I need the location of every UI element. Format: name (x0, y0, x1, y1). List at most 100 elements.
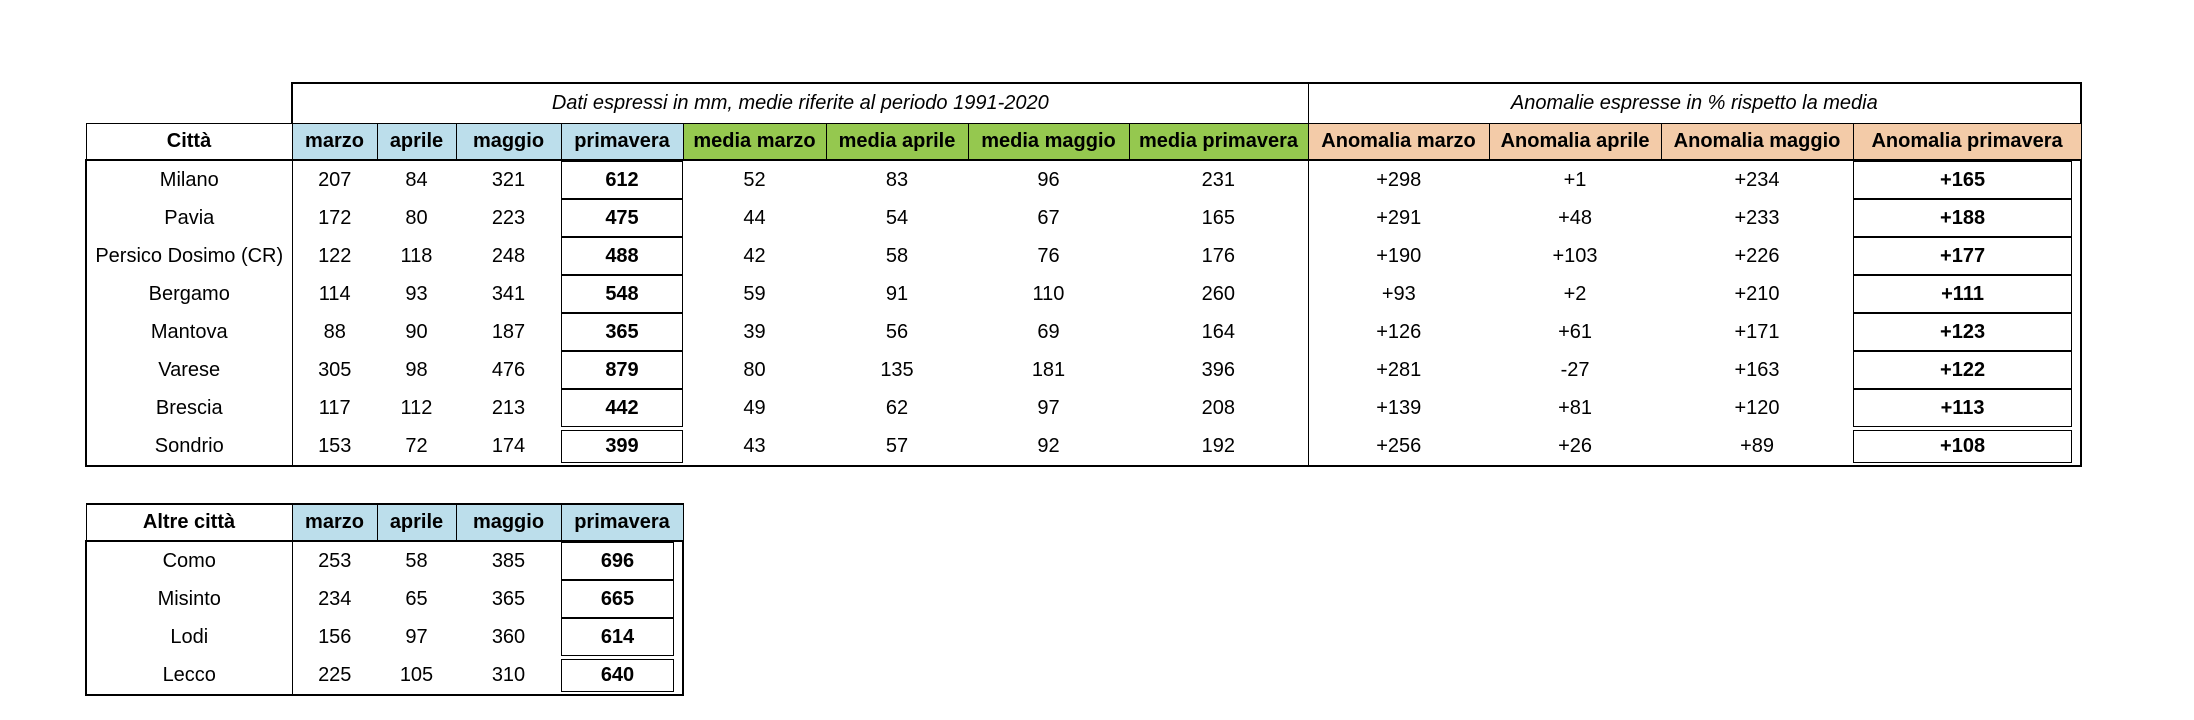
cell-primavera: 640 (561, 656, 684, 696)
cell-media-aprile: 135 (880, 358, 914, 381)
cell-anomalia-primavera: +177 (1853, 237, 2083, 275)
cell-primavera: 442 (561, 389, 683, 427)
cell-media-aprile: 58 (885, 244, 909, 267)
table-row: Como 253 58 385 696 (85, 541, 684, 580)
cell-maggio: 310 (456, 656, 561, 696)
cell-marzo: 253 (318, 549, 352, 572)
cell-maggio: 341 (491, 282, 526, 305)
cell-anomalia-maggio: +89 (1661, 427, 1854, 467)
table-row: Sondrio 153 72 174 399 43 57 92 192 +256 +26 +89 +10… (85, 427, 2083, 467)
cell-anomalia-marzo: +298 (1376, 168, 1422, 191)
cell-anomalia-maggio: +226 (1734, 244, 1780, 267)
city-cell: Brescia (85, 389, 293, 427)
header-maggio: maggio (455, 123, 562, 161)
city-cell: Bergamo (85, 275, 293, 313)
table-row: Brescia 117 112 213 442 49 62 97 208 +139 +81 +120 +… (85, 389, 2083, 427)
header-primavera: primavera (560, 123, 684, 161)
cell-maggio: 248 (491, 244, 526, 267)
cell-media-maggio: 110 (1032, 282, 1065, 305)
cell-primavera-value: 442 (561, 389, 683, 427)
cell-aprile: 58 (405, 549, 428, 572)
cell-anomalia-primavera-value: +111 (1853, 275, 2073, 313)
cell-primavera-value: 640 (561, 658, 674, 692)
city-cell: Como (85, 541, 293, 580)
city-cell: Persico Dosimo (CR) (85, 237, 293, 275)
cell-anomalia-maggio: +120 (1734, 396, 1780, 419)
table-row: Mantova 88 90 187 365 39 56 69 164 +126 +61 +171 +12… (85, 313, 2083, 351)
cell-marzo: 207 (318, 168, 352, 191)
cell-marzo: 114 (318, 282, 351, 305)
cell-marzo: 234 (318, 587, 352, 610)
cell-primavera-value: 696 (561, 542, 674, 580)
cell-media-primavera: 165 (1129, 199, 1309, 237)
cell-aprile: 118 (400, 244, 433, 267)
cell-media-primavera: 208 (1129, 389, 1309, 427)
header-citta: Città (85, 123, 293, 161)
group-banner-row: Dati espressi in mm, medie riferite al p… (86, 82, 2083, 124)
header-marzo: marzo (291, 123, 378, 161)
precipitation-table: Dati espressi in mm, medie riferite al p… (85, 82, 2083, 467)
cell-primavera: 665 (561, 580, 684, 618)
cell-anomalia-aprile: +103 (1552, 244, 1598, 267)
table-row: Varese 305 98 476 879 80 135 181 396 +281 -27 +163 +… (85, 351, 2083, 389)
cell-primavera: 488 (561, 237, 683, 275)
header-media-primavera: media primavera (1128, 123, 1309, 161)
cell-anomalia-maggio: +233 (1734, 206, 1780, 229)
cell-anomalia-aprile: +81 (1558, 396, 1592, 419)
cell-anomalia-marzo: +190 (1376, 244, 1422, 267)
cell-primavera: 612 (561, 160, 683, 199)
banner-dati-mm: Dati espressi in mm, medie riferite al p… (290, 82, 1309, 124)
cell-marzo: 172 (318, 206, 352, 229)
cell-maggio: 223 (491, 206, 526, 229)
cell-media-marzo: 39 (743, 320, 766, 343)
cell-anomalia-primavera: +123 (1853, 313, 2083, 351)
cell-maggio: 385 (491, 549, 526, 572)
cell-aprile: 97 (405, 625, 428, 648)
cell-anomalia-maggio: +210 (1734, 282, 1780, 305)
cell-anomalia-aprile: +48 (1558, 206, 1592, 229)
cell-media-aprile: 57 (826, 427, 968, 467)
cell-primavera-value: 614 (561, 618, 674, 656)
cell-media-marzo: 44 (743, 206, 766, 229)
column-header-row: Città marzo aprile maggio primavera medi… (85, 123, 2082, 161)
cell-media-primavera: 231 (1129, 160, 1309, 199)
cell-anomalia-primavera: +122 (1853, 351, 2083, 389)
cell-maggio: 365 (491, 587, 526, 610)
banner-spacer (86, 83, 292, 124)
table-row: Lodi 156 97 360 614 (85, 618, 684, 656)
cell-marzo: 305 (318, 358, 352, 381)
cell-anomalia-maggio: +163 (1734, 358, 1780, 381)
cell-media-marzo: 52 (743, 168, 766, 191)
cell-anomalia-primavera-value: +123 (1853, 313, 2073, 351)
cell-media-maggio: 181 (1031, 358, 1066, 381)
cell-media-aprile: 62 (885, 396, 909, 419)
city-cell: Varese (85, 351, 293, 389)
cell-anomalia-primavera-value: +177 (1853, 237, 2073, 275)
header-media-maggio: media maggio (967, 123, 1130, 161)
cell-aprile: 80 (405, 206, 428, 229)
cell-media-maggio: 69 (1037, 320, 1060, 343)
cell-anomalia-maggio: +171 (1734, 320, 1780, 343)
cell-anomalia-aprile: +61 (1558, 320, 1592, 343)
header-anomalia-marzo: Anomalia marzo (1307, 123, 1490, 161)
cell-anomalia-aprile: -27 (1560, 358, 1590, 381)
header-aprile: aprile (376, 503, 457, 542)
table-row: Pavia 172 80 223 475 44 54 67 165 +291 +48 +233 +188 (85, 199, 2083, 237)
table-row: Lecco 225 105 310 640 (85, 656, 684, 696)
cell-anomalia-marzo: +256 (1308, 427, 1490, 467)
header-primavera: primavera (560, 503, 684, 542)
cell-primavera: 614 (561, 618, 684, 656)
cell-media-primavera: 260 (1129, 275, 1309, 313)
cell-marzo: 122 (318, 244, 352, 267)
header-altre-citta: Altre città (85, 503, 293, 542)
city-cell: Misinto (85, 580, 293, 618)
city-cell: Sondrio (85, 427, 293, 467)
city-cell: Milano (85, 160, 293, 199)
cell-anomalia-primavera-value: +113 (1853, 389, 2073, 427)
cell-anomalia-aprile: +2 (1563, 282, 1587, 305)
city-cell: Lecco (85, 656, 293, 696)
header-aprile: aprile (376, 123, 457, 161)
cell-anomalia-primavera: +113 (1853, 389, 2083, 427)
cell-anomalia-primavera-value: +122 (1853, 351, 2073, 389)
cell-media-maggio: 67 (1037, 206, 1060, 229)
